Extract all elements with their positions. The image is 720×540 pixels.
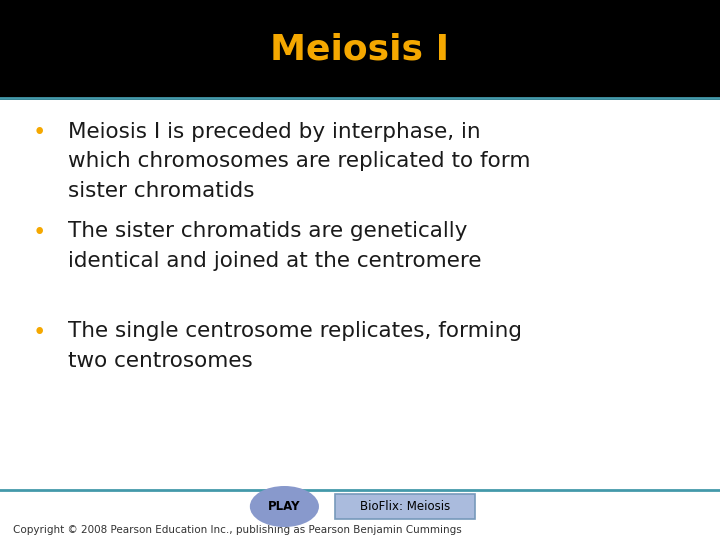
Text: •: •: [33, 221, 46, 245]
FancyBboxPatch shape: [0, 0, 720, 100]
Text: •: •: [33, 321, 46, 345]
Ellipse shape: [250, 486, 319, 527]
Text: •: •: [33, 122, 46, 145]
Text: Meiosis I: Meiosis I: [271, 33, 449, 67]
Text: two centrosomes: two centrosomes: [68, 351, 253, 371]
Text: BioFlix: Meiosis: BioFlix: Meiosis: [360, 500, 450, 513]
Text: The single centrosome replicates, forming: The single centrosome replicates, formin…: [68, 321, 523, 341]
Text: which chromosomes are replicated to form: which chromosomes are replicated to form: [68, 151, 531, 171]
Text: Meiosis I is preceded by interphase, in: Meiosis I is preceded by interphase, in: [68, 122, 481, 141]
Text: sister chromatids: sister chromatids: [68, 181, 255, 201]
Text: identical and joined at the centromere: identical and joined at the centromere: [68, 251, 482, 271]
FancyBboxPatch shape: [335, 494, 475, 519]
Text: Copyright © 2008 Pearson Education Inc., publishing as Pearson Benjamin Cummings: Copyright © 2008 Pearson Education Inc.,…: [13, 524, 462, 535]
Text: PLAY: PLAY: [268, 500, 301, 513]
Text: The sister chromatids are genetically: The sister chromatids are genetically: [68, 221, 468, 241]
